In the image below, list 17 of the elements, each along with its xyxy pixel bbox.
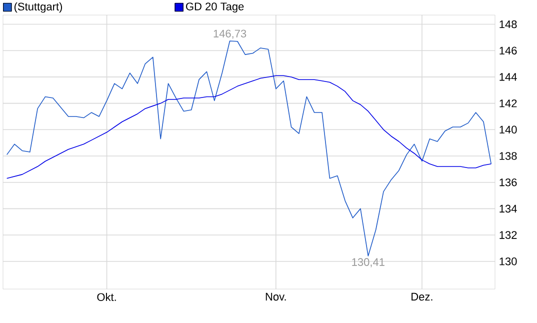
x-tick-label: Nov. xyxy=(266,292,286,301)
y-tick-label: 146 xyxy=(500,46,517,55)
annotation: 146,73 xyxy=(214,30,246,39)
y-tick-label: 134 xyxy=(500,204,517,213)
y-tick-label: 132 xyxy=(500,231,517,239)
legend-label: GD 20 Tage xyxy=(186,2,244,13)
y-tick-label: 148 xyxy=(500,20,517,28)
y-tick-label: 140 xyxy=(500,126,517,134)
y-tick-label: 138 xyxy=(500,152,517,160)
y-tick-label: 136 xyxy=(500,178,517,186)
x-tick-label: Okt. xyxy=(97,292,116,301)
y-tick-label: 144 xyxy=(500,73,517,81)
legend-label: (Stuttgart) xyxy=(14,2,62,13)
x-tick-label: Dez. xyxy=(412,292,432,301)
annotation: 130,41 xyxy=(352,258,384,268)
y-tick-label: 142 xyxy=(500,99,517,108)
y-tick-label: 130 xyxy=(500,257,517,266)
